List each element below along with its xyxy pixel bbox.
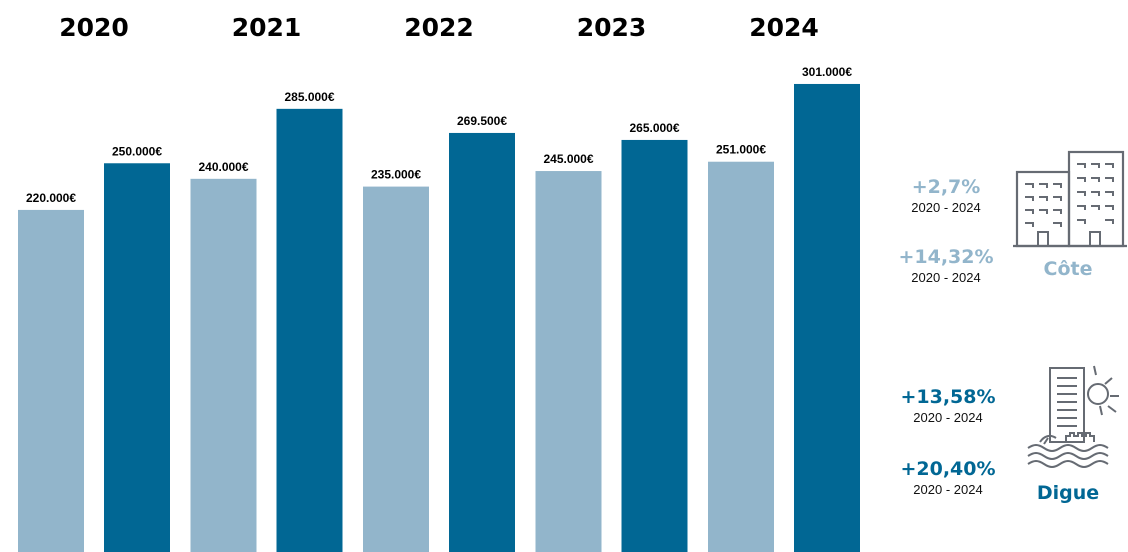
bar-2022-dark — [449, 132, 515, 552]
bar-value-label-2023-dark: 265.000€ — [629, 121, 679, 135]
year-label-2021: 2021 — [232, 13, 302, 42]
year-label-2020: 2020 — [59, 13, 129, 42]
bar-2023-light — [535, 171, 602, 552]
bar-2024-light — [708, 161, 774, 552]
cote-stat-1-value: +2,7% — [911, 176, 981, 198]
cote-stat-2: +14,32% 2020 - 2024 — [898, 246, 994, 286]
bar-value-label-2020-light: 220.000€ — [26, 191, 76, 205]
year-label-2023: 2023 — [577, 13, 647, 42]
bar-value-label-2020-dark: 250.000€ — [112, 144, 162, 158]
buildings-icon — [1013, 150, 1127, 248]
bar-2023-dark — [621, 139, 688, 552]
year-label-2024: 2024 — [749, 13, 819, 42]
digue-stat-1: +13,58% 2020 - 2024 — [898, 386, 998, 426]
bar-value-label-2024-dark: 301.000€ — [802, 65, 852, 79]
bar-value-label-2021-dark: 285.000€ — [284, 90, 334, 104]
bar-2020-dark — [104, 163, 170, 552]
bar-2022-light — [363, 186, 429, 552]
seaside-building-icon — [1027, 365, 1119, 468]
bar-2021-light — [190, 178, 257, 552]
bar-value-label-2024-light: 251.000€ — [716, 143, 766, 157]
bar-value-label-2021-light: 240.000€ — [198, 160, 248, 174]
cote-stat-2-period: 2020 - 2024 — [911, 270, 981, 285]
bar-2020-light — [18, 209, 84, 552]
bar-value-label-2022-light: 235.000€ — [371, 168, 421, 182]
bar-chart: 2020 220.000€ 250.000€ 2021 240.000€ 285.000€… — [18, 13, 860, 552]
bar-2024-dark — [794, 83, 860, 552]
digue-stat-1-value: +13,58% — [900, 386, 996, 408]
cote-stat-1-period: 2020 - 2024 — [911, 200, 981, 215]
year-label-2022: 2022 — [404, 13, 474, 42]
bar-value-label-2023-light: 245.000€ — [543, 152, 593, 166]
bar-2021-dark — [276, 108, 343, 552]
digue-stat-1-period: 2020 - 2024 — [913, 410, 983, 425]
digue-stat-2-value: +20,40% — [900, 458, 996, 480]
digue-label: Digue — [1036, 482, 1100, 504]
cote-label: Côte — [1043, 258, 1093, 280]
bar-value-label-2022-dark: 269.500€ — [457, 114, 507, 128]
cote-stat-2-value: +14,32% — [898, 246, 994, 268]
digue-stat-2-period: 2020 - 2024 — [913, 482, 983, 497]
digue-stat-2: +20,40% 2020 - 2024 — [898, 458, 998, 498]
cote-stat-1: +2,7% 2020 - 2024 — [898, 176, 994, 216]
